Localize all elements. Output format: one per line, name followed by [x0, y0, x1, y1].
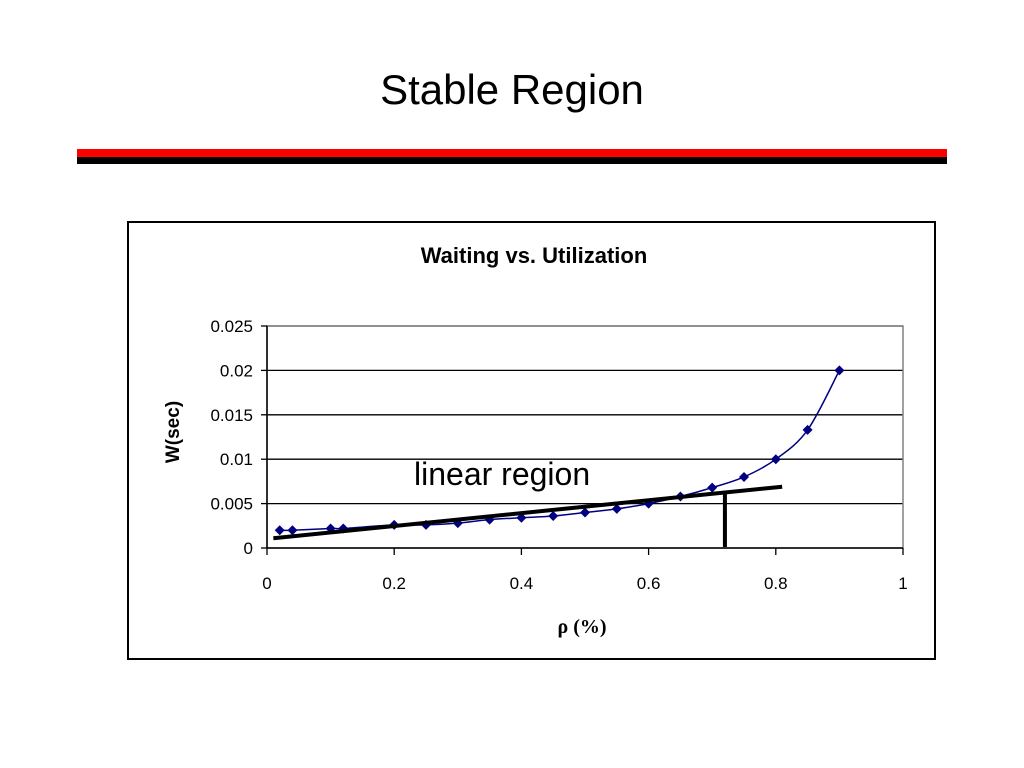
axes-layer	[266, 326, 903, 549]
y-tick-label: 0.015	[210, 406, 253, 425]
annotation-layer: linear region	[273, 456, 783, 547]
x-tick-label: 0.8	[764, 574, 788, 593]
y-tick-label: 0.02	[220, 361, 253, 380]
ticks-layer: 0 0.005 0.01 0.015 0.02 0.025 0 0.2 0.4 0.6 0.8 1	[210, 317, 907, 593]
data-point	[287, 525, 298, 536]
data-point	[548, 511, 559, 522]
y-tick-label: 0.025	[210, 317, 253, 336]
series-line	[279, 370, 841, 532]
series-layer	[274, 365, 845, 536]
title-rule-red	[77, 149, 947, 157]
chart-frame: Waiting vs. Utilization 0 0.005 0.01 0.015 0…	[127, 221, 936, 660]
slide-title: Stable Region	[380, 66, 644, 113]
data-point	[834, 365, 845, 376]
data-point	[484, 514, 495, 525]
y-tick-label: 0.005	[210, 495, 253, 514]
chart-title: Waiting vs. Utilization	[421, 243, 648, 268]
trend-line	[273, 484, 783, 541]
x-tick-label: 0.2	[382, 574, 406, 593]
x-tick-label: 0	[262, 574, 271, 593]
data-point	[707, 482, 718, 493]
data-point	[739, 471, 749, 482]
data-point	[274, 525, 285, 536]
title-rule-black	[77, 157, 947, 164]
y-tick-label: 0.01	[220, 450, 253, 469]
y-tick-label: 0	[244, 539, 253, 558]
data-point	[770, 454, 781, 465]
linear-region-label: linear region	[414, 456, 590, 492]
chart-svg: Waiting vs. Utilization 00.0050.010.0150…	[163, 243, 908, 638]
x-axis-label: ρ (%)	[557, 616, 606, 638]
x-tick-label: 1	[898, 574, 907, 593]
y-axis-label: W(sec)	[163, 401, 184, 463]
data-point	[580, 507, 590, 518]
data-point	[611, 503, 622, 514]
x-tick-label: 0.6	[637, 574, 661, 593]
data-point	[802, 424, 813, 435]
x-tick-label: 0.4	[510, 574, 534, 593]
